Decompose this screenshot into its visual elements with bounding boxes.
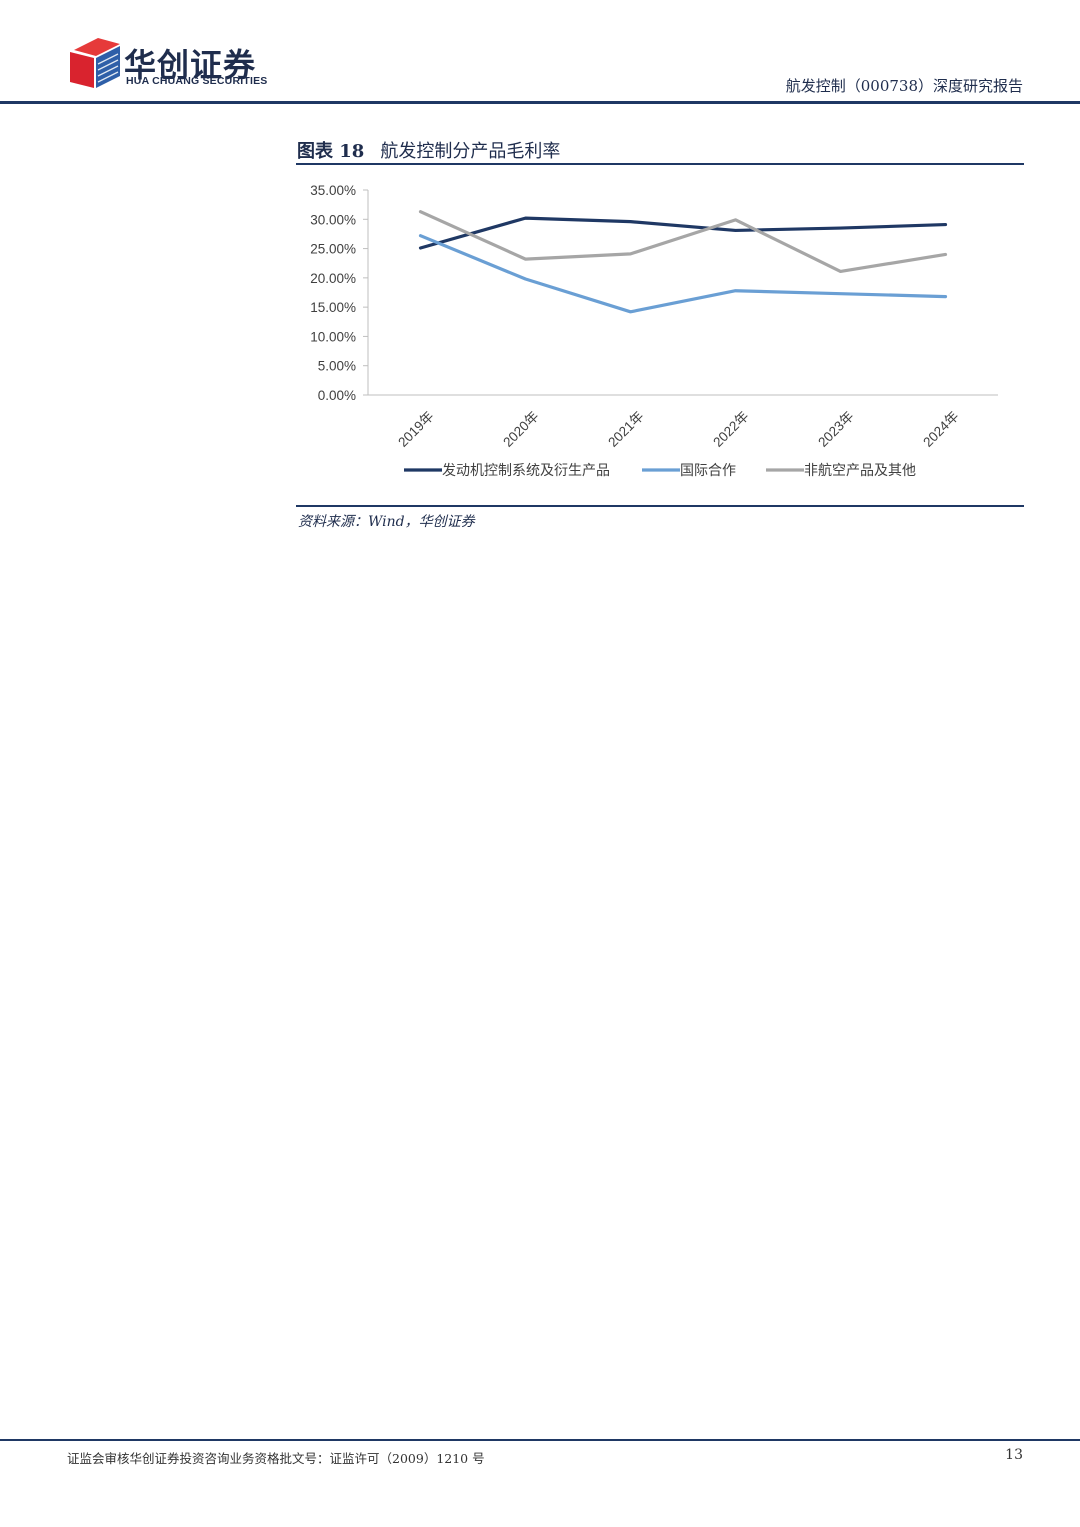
y-tick-label: 5.00%	[318, 359, 356, 374]
figure-source: 资料来源：Wind，华创证券	[298, 514, 475, 530]
y-tick-label: 30.00%	[310, 212, 356, 227]
x-tick-label: 2024年	[920, 409, 961, 450]
logo-cube-icon	[70, 38, 120, 88]
series-line-2	[418, 234, 948, 314]
legend-label-3: 非航空产品及其他	[804, 463, 916, 479]
company-logo: 华创证券 HUA CHUANG SECURITIES	[68, 38, 288, 90]
x-tick-label: 2022年	[710, 409, 751, 450]
header-divider	[0, 101, 1080, 104]
figure-top-rule	[296, 163, 1024, 165]
page-number: 13	[1005, 1447, 1023, 1463]
footer-license-text: 证监会审核华创证券投资咨询业务资格批文号：证监许可（2009）1210 号	[67, 1451, 485, 1466]
figure-caption: 航发控制分产品毛利率	[380, 141, 561, 162]
report-title: 航发控制（000738）深度研究报告	[785, 77, 1023, 95]
y-tick-label: 25.00%	[310, 242, 356, 257]
x-tick-label: 2020年	[500, 409, 541, 450]
y-tick-label: 10.00%	[310, 329, 356, 344]
logo-chinese-name: 华创证券	[124, 46, 257, 84]
figure-bottom-rule	[296, 505, 1024, 507]
y-tick-label: 15.00%	[310, 300, 356, 315]
logo-english-name: HUA CHUANG SECURITIES	[126, 75, 268, 87]
x-tick-label: 2023年	[815, 409, 856, 450]
y-tick-label: 0.00%	[318, 388, 356, 403]
figure-title: 图表 18 航发控制分产品毛利率	[297, 137, 560, 163]
y-tick-label: 20.00%	[310, 271, 356, 286]
footer-divider	[0, 1439, 1080, 1441]
y-tick-label: 35.00%	[310, 183, 356, 198]
legend-label-2: 国际合作	[680, 463, 736, 479]
x-tick-label: 2019年	[395, 409, 436, 450]
margin-line-chart: 0.00% 5.00% 10.00% 15.00% 20.00% 25.00% 30.00%…	[310, 183, 998, 479]
legend-label-1: 发动机控制系统及衍生产品	[442, 463, 610, 479]
figure-label: 图表 18	[297, 141, 365, 162]
series-line-1	[418, 216, 948, 250]
x-tick-label: 2021年	[605, 409, 646, 450]
series-line-3	[418, 210, 948, 274]
